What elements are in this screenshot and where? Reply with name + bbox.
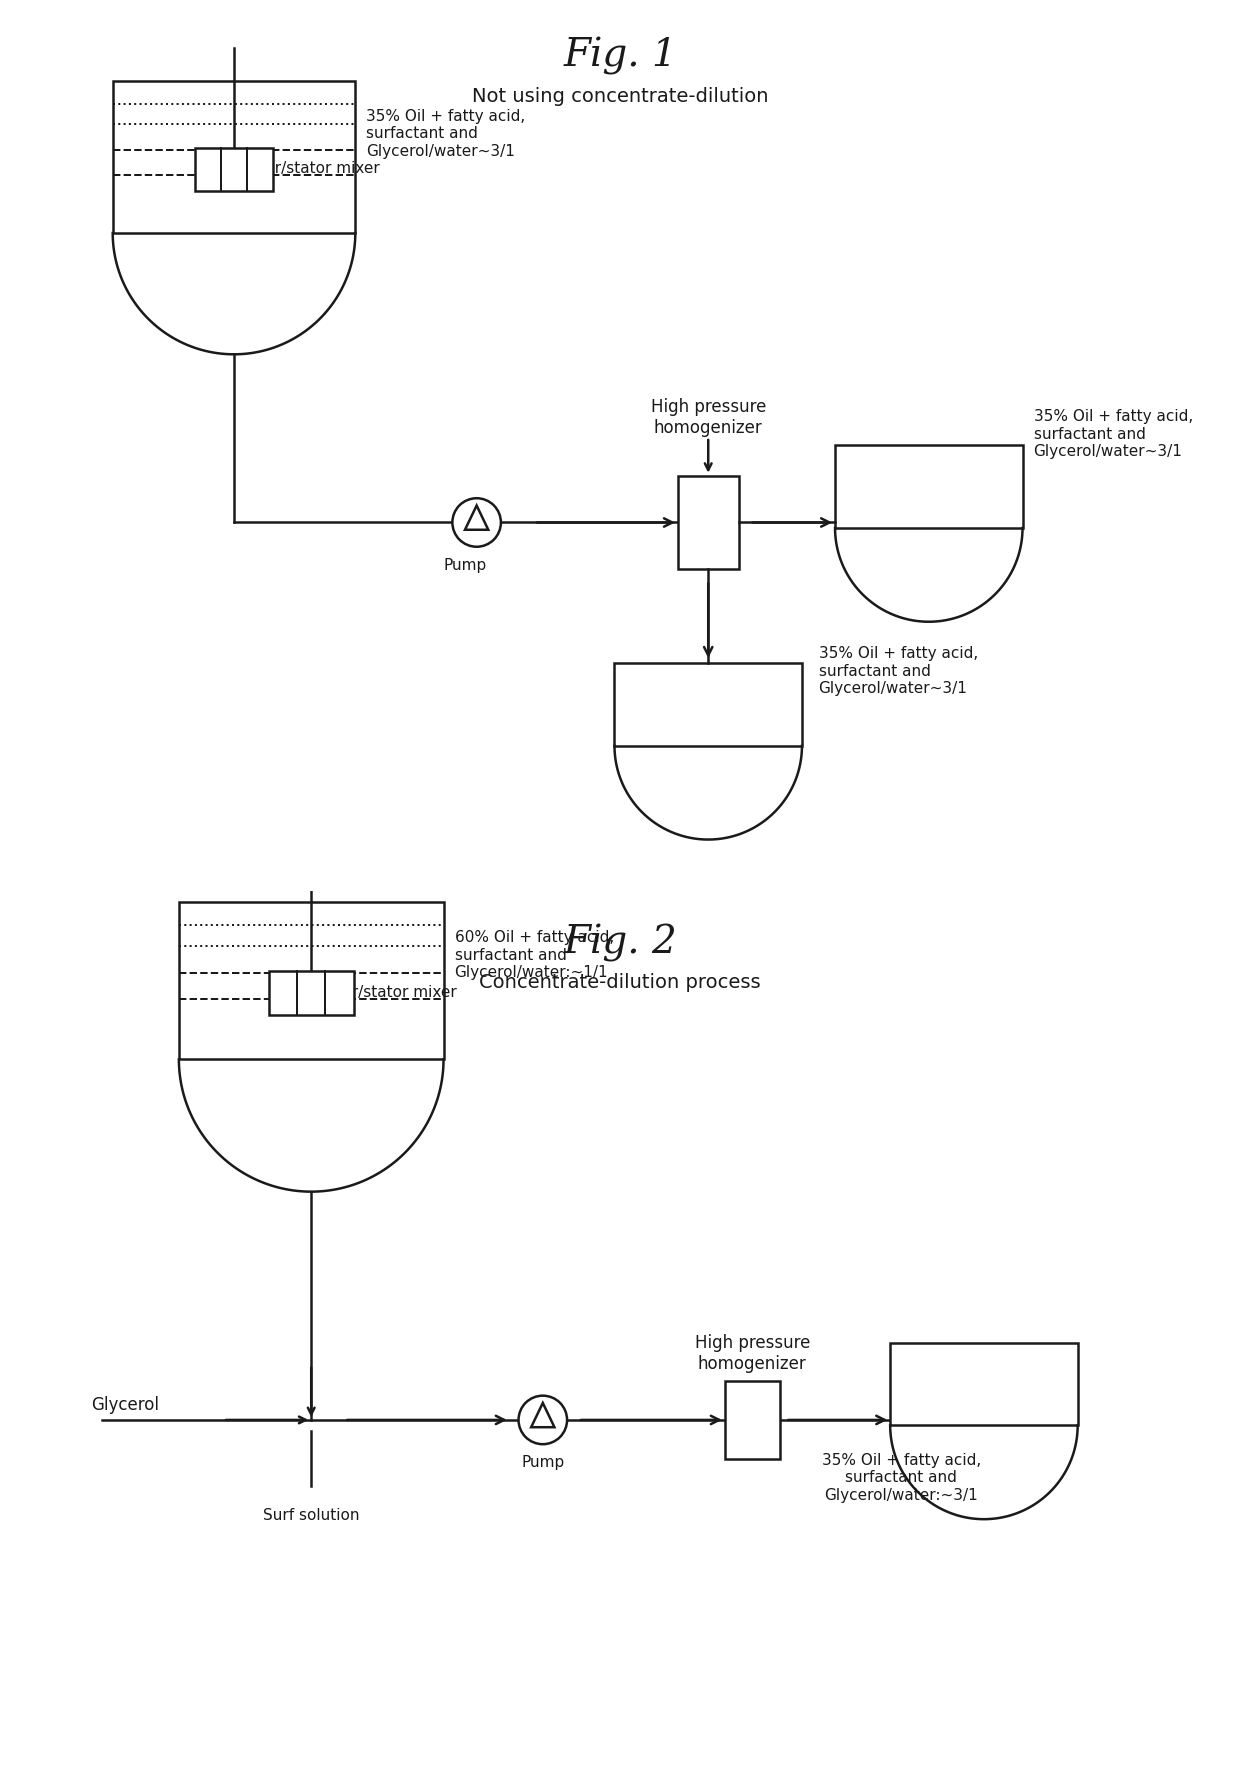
Text: Concentrate-dilution process: Concentrate-dilution process (479, 974, 761, 992)
Text: Surf solution: Surf solution (263, 1509, 360, 1523)
Text: Pump: Pump (444, 558, 487, 572)
Bar (269, 970, 353, 1015)
Bar (724, 1381, 780, 1459)
Text: Rotor/stator mixer: Rotor/stator mixer (316, 984, 456, 999)
Text: High pressure
homogenizer: High pressure homogenizer (651, 398, 766, 437)
Text: Not using concentrate-dilution: Not using concentrate-dilution (471, 87, 769, 107)
Text: 35% Oil + fatty acid,
surfactant and
Glycerol/water:~3/1: 35% Oil + fatty acid, surfactant and Gly… (822, 1454, 981, 1503)
Text: 35% Oil + fatty acid,
surfactant and
Glycerol/water~3/1: 35% Oil + fatty acid, surfactant and Gly… (366, 108, 526, 158)
Bar (179, 901, 444, 1059)
Circle shape (518, 1395, 567, 1445)
Circle shape (453, 498, 501, 547)
Text: Pump: Pump (521, 1455, 564, 1470)
Bar (195, 147, 273, 190)
Polygon shape (531, 1404, 554, 1427)
Bar (890, 1343, 1078, 1425)
Text: 35% Oil + fatty acid,
surfactant and
Glycerol/water~3/1: 35% Oil + fatty acid, surfactant and Gly… (1034, 409, 1193, 458)
Text: 60% Oil + fatty acid,
surfactant and
Glycerol/water:~1/1: 60% Oil + fatty acid, surfactant and Gly… (455, 931, 614, 981)
Bar (113, 82, 356, 233)
Polygon shape (465, 505, 489, 530)
Bar (835, 446, 1023, 528)
Text: Rotor/stator mixer: Rotor/stator mixer (239, 162, 379, 176)
Bar (615, 663, 802, 746)
Text: 35% Oil + fatty acid,
surfactant and
Glycerol/water~3/1: 35% Oil + fatty acid, surfactant and Gly… (818, 647, 978, 697)
Bar (678, 476, 739, 569)
Text: Glycerol: Glycerol (91, 1397, 159, 1414)
Text: Fig. 2: Fig. 2 (563, 924, 677, 961)
Text: High pressure
homogenizer: High pressure homogenizer (694, 1335, 810, 1372)
Text: Fig. 1: Fig. 1 (563, 37, 677, 75)
